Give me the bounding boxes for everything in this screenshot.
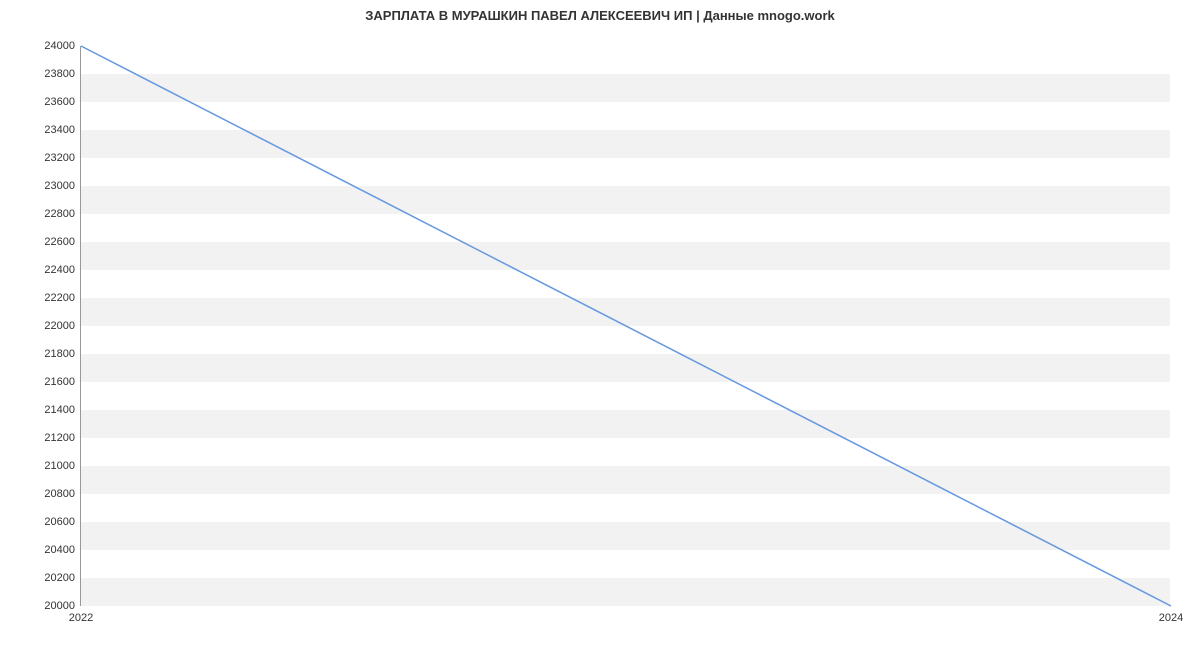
y-tick-label: 21600 (31, 376, 75, 388)
y-tick-label: 21800 (31, 348, 75, 360)
y-tick-label: 22800 (31, 208, 75, 220)
y-tick-label: 21400 (31, 404, 75, 416)
plot-area: 2000020200204002060020800210002120021400… (80, 46, 1170, 606)
y-tick-label: 21200 (31, 432, 75, 444)
y-tick-label: 23600 (31, 96, 75, 108)
series-line-salary (81, 46, 1171, 606)
y-tick-label: 23200 (31, 152, 75, 164)
y-tick-label: 20400 (31, 544, 75, 556)
y-tick-label: 23000 (31, 180, 75, 192)
chart-title: ЗАРПЛАТА В МУРАШКИН ПАВЕЛ АЛЕКСЕЕВИЧ ИП … (0, 8, 1200, 23)
y-tick-label: 24000 (31, 40, 75, 52)
y-tick-label: 20600 (31, 516, 75, 528)
chart-container: ЗАРПЛАТА В МУРАШКИН ПАВЕЛ АЛЕКСЕЕВИЧ ИП … (0, 0, 1200, 650)
series-layer (81, 46, 1171, 606)
y-tick-label: 23400 (31, 124, 75, 136)
y-tick-label: 22600 (31, 236, 75, 248)
y-tick-label: 20800 (31, 488, 75, 500)
y-tick-label: 20200 (31, 572, 75, 584)
y-tick-label: 22200 (31, 292, 75, 304)
y-tick-label: 23800 (31, 68, 75, 80)
y-tick-label: 20000 (31, 600, 75, 612)
x-tick-label: 2022 (69, 612, 93, 624)
x-tick-label: 2024 (1159, 612, 1183, 624)
y-tick-label: 22000 (31, 320, 75, 332)
y-tick-label: 22400 (31, 264, 75, 276)
y-tick-label: 21000 (31, 460, 75, 472)
